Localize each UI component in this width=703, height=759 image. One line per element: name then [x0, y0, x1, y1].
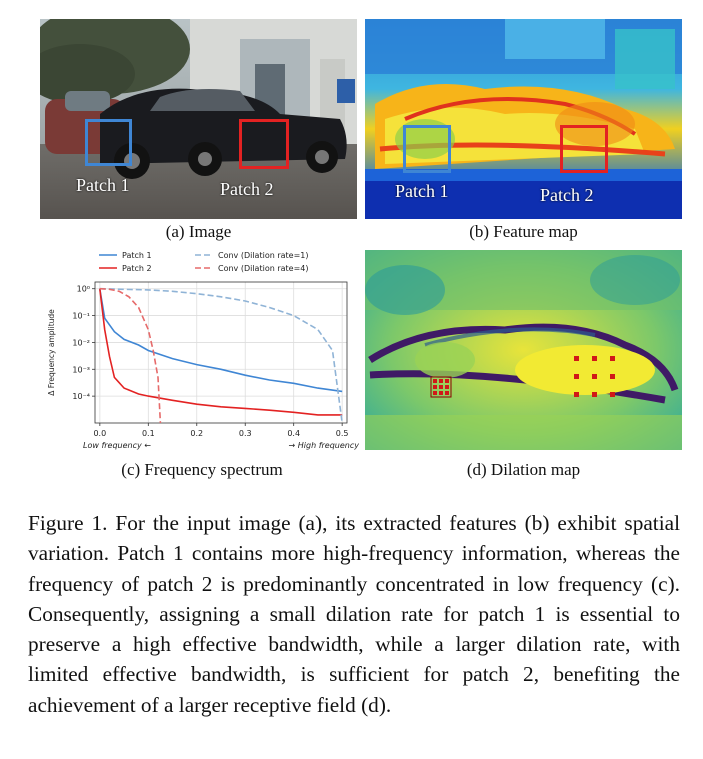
- x-tick-label: 0.0: [93, 429, 106, 438]
- dilation-rate-4-grid: [574, 356, 615, 397]
- feature-patch-2-label: Patch 2: [540, 185, 594, 205]
- series-line-2: [99, 288, 343, 416]
- dilation-map-image: [365, 250, 682, 450]
- feature-patch-2-box: [560, 125, 608, 173]
- legend-label: Patch 1: [122, 251, 152, 260]
- chart-svg: 0.0 0.1 0.2 0.3 0.4 0.5 10⁰ 10⁻¹ 10⁻² 10⁻³ 10⁻⁴ Δ F…: [47, 251, 360, 450]
- x-tick-label: 0.4: [287, 429, 300, 438]
- y-tick-label: 10⁻³: [72, 365, 90, 374]
- x-tick-label: 0.3: [239, 429, 252, 438]
- street-scene-image: [40, 19, 357, 219]
- high-frequency-label: → High frequency: [289, 441, 360, 450]
- series-line-3: [99, 287, 343, 424]
- caption-c: (c) Frequency spectrum: [121, 460, 283, 479]
- patch-2-box: [239, 119, 289, 169]
- low-frequency-label: Low frequency ←: [83, 441, 151, 450]
- legend-label: Patch 2: [122, 264, 152, 273]
- patch-2-label: Patch 2: [220, 179, 274, 199]
- caption-b: (b) Feature map: [469, 222, 578, 241]
- x-tick-label: 0.5: [336, 429, 349, 438]
- figure-caption: Figure 1. For the input image (a), its e…: [28, 511, 680, 717]
- input-image-panel: Patch 1 Patch 2: [40, 19, 357, 219]
- x-tick-label: 0.1: [142, 429, 155, 438]
- y-tick-label: 10⁻¹: [72, 312, 90, 321]
- series-line-1: [99, 288, 343, 393]
- patch-1-label: Patch 1: [76, 175, 130, 195]
- legend-label: Conv (Dilation rate=4): [218, 264, 309, 273]
- plot-frame: [94, 281, 348, 424]
- dilation-rate-1-grid: [433, 379, 449, 395]
- feature-patch-1-label: Patch 1: [395, 181, 449, 201]
- feature-map-panel: Patch 1 Patch 2: [365, 19, 682, 219]
- patch-1-box: [85, 119, 132, 166]
- series-line-4: [99, 287, 162, 424]
- frequency-spectrum-chart: 0.0 0.1 0.2 0.3 0.4 0.5 10⁰ 10⁻¹ 10⁻² 10⁻³ 10⁻⁴ Δ F…: [44, 245, 360, 460]
- dilation-map-panel: [365, 250, 682, 450]
- y-tick-label: 10⁰: [77, 285, 90, 294]
- caption-a: (a) Image: [165, 222, 232, 241]
- caption-d: (d) Dilation map: [466, 460, 581, 479]
- feature-patch-1-box: [403, 125, 451, 173]
- y-axis-label: Δ Frequency amplitude: [47, 309, 56, 396]
- y-tick-label: 10⁻⁴: [72, 392, 90, 401]
- legend-label: Conv (Dilation rate=1): [218, 251, 309, 260]
- x-tick-label: 0.2: [190, 429, 203, 438]
- y-tick-label: 10⁻²: [72, 338, 90, 347]
